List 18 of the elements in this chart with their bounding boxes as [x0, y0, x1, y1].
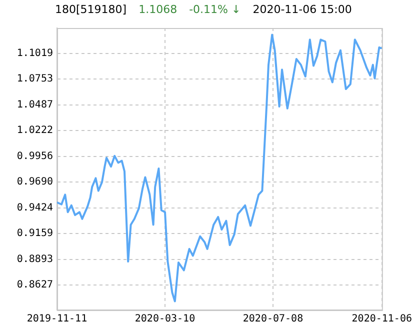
text: 2020-11-06 15:00: [252, 3, 352, 16]
x-tick-label: 2020-11-06: [352, 314, 412, 325]
y-tick-label: 1.0487: [16, 99, 53, 110]
y-tick-label: 0.9956: [16, 150, 53, 162]
y-tick-label: 0.8893: [16, 254, 53, 265]
y-tick-label: 1.0222: [16, 125, 53, 136]
chart-title: 180[519180]: [55, 3, 127, 16]
x-tick-label: 2020-07-08: [242, 314, 304, 325]
text: 1.1068: [138, 3, 178, 16]
y-tick-label: 1.1019: [16, 48, 53, 59]
x-tick-label: 2019-11-11: [26, 314, 88, 325]
x-tick-label: 2020-03-10: [134, 314, 196, 325]
y-tick-label: 0.9159: [16, 228, 53, 240]
y-tick-label: 0.8627: [16, 280, 53, 291]
y-tick-label: 1.0753: [16, 74, 53, 85]
y-tick-label: 0.9690: [16, 176, 53, 188]
text: -0.11% ↓: [189, 3, 241, 16]
y-tick-label: 0.9424: [16, 202, 53, 214]
